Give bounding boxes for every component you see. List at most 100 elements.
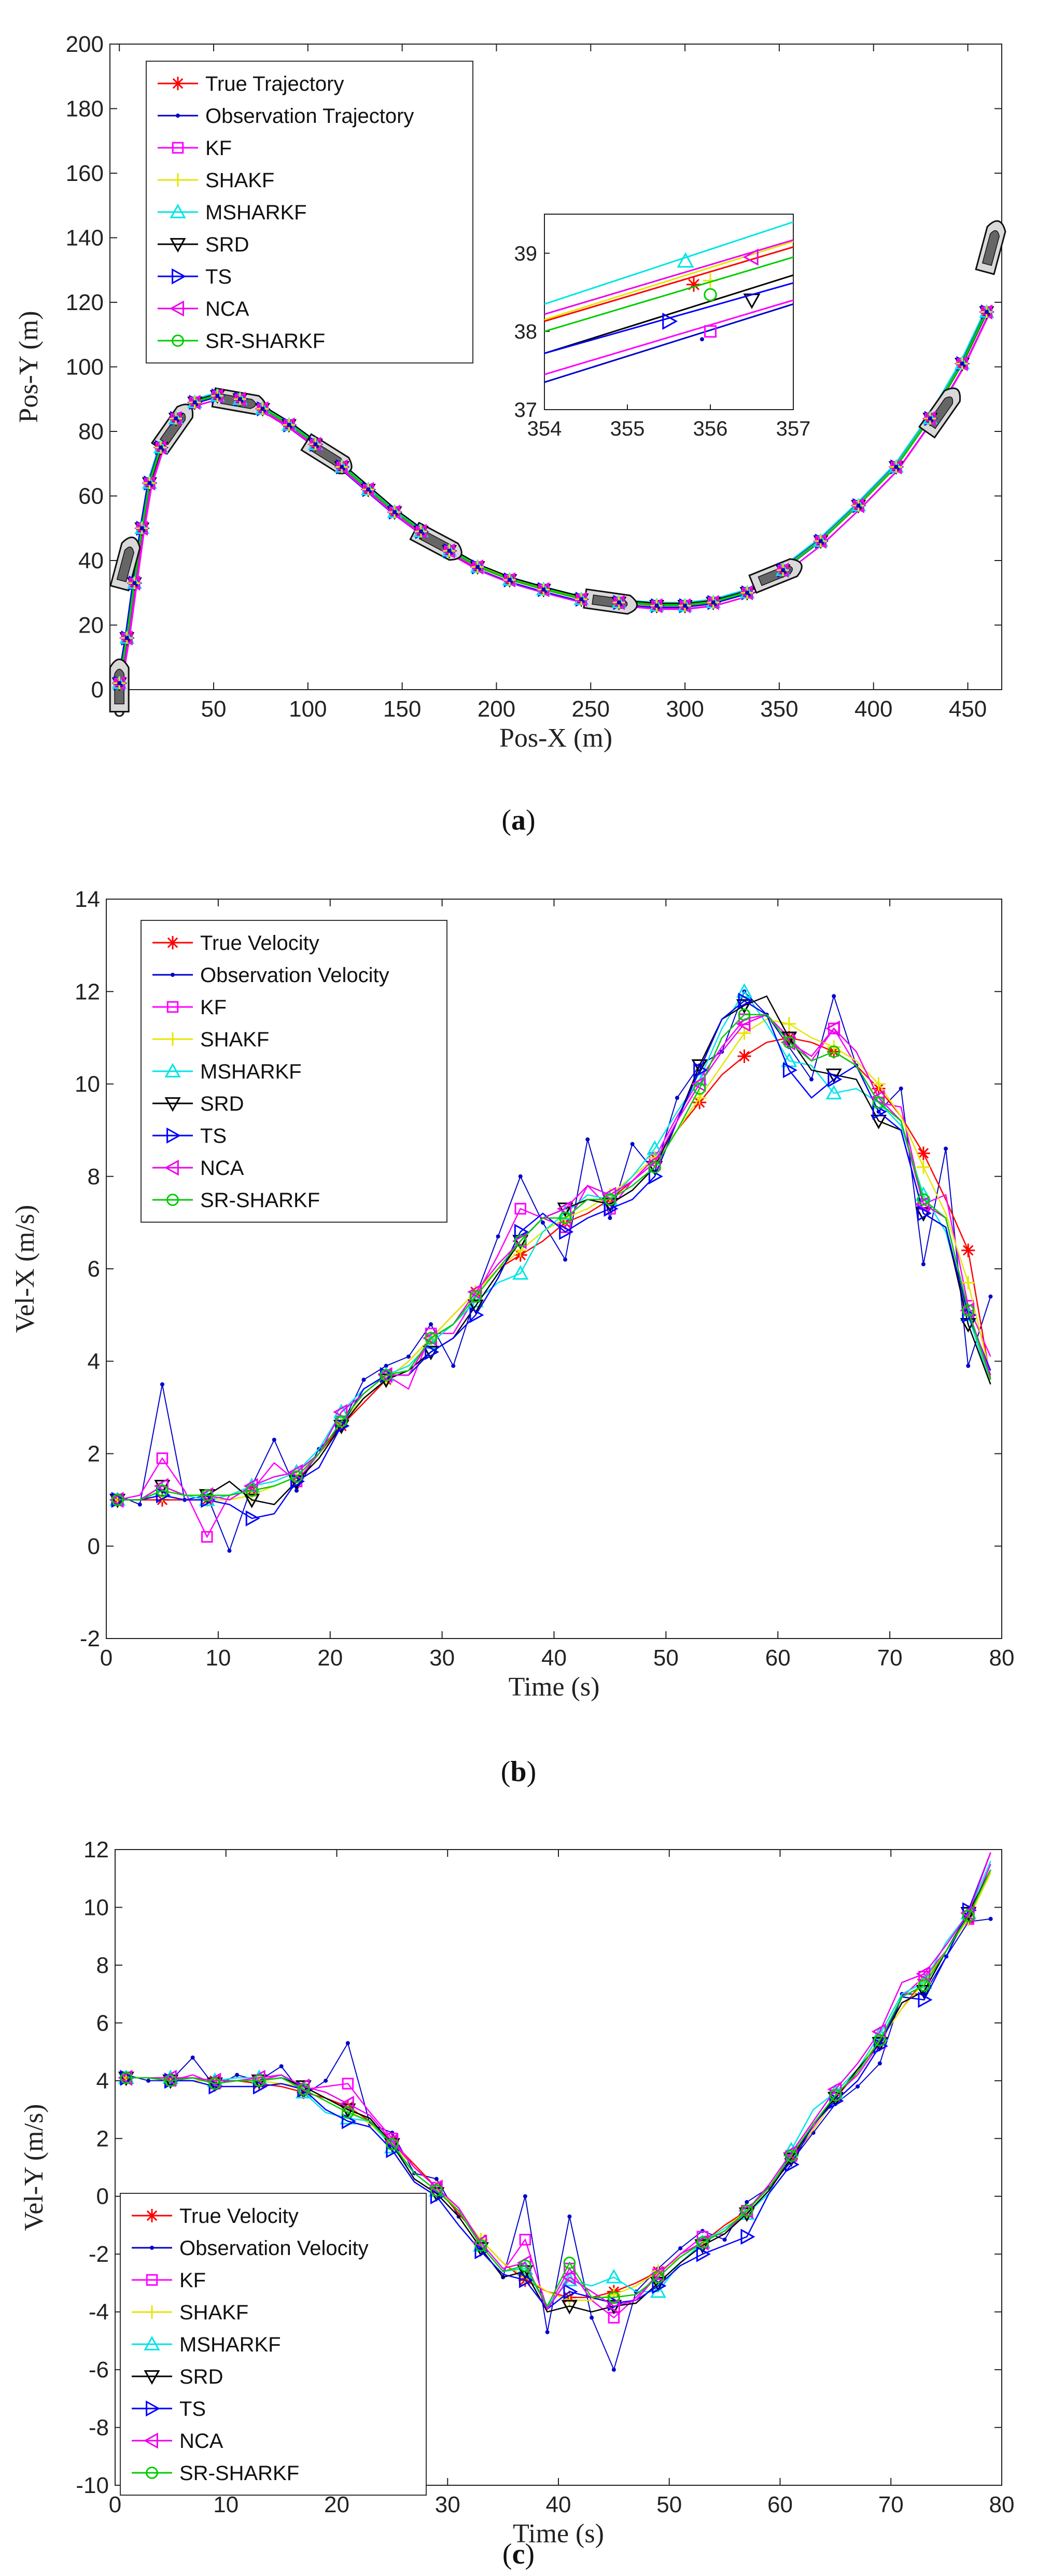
x-tick-label-2-3: 30 xyxy=(435,2492,460,2517)
series-line-2-7 xyxy=(126,1852,991,2311)
data-point-1-1-32 xyxy=(832,994,836,999)
trajectory-point-9 xyxy=(232,391,248,407)
data-point-1-6-2 xyxy=(156,1487,171,1504)
trajectory-point-19 xyxy=(501,572,517,588)
legend-marker-2-1 xyxy=(150,2246,154,2250)
figure-caption-2: (c) xyxy=(502,2538,535,2570)
inset-x-tick-label-3: 357 xyxy=(776,417,811,440)
legend-marker-0-7 xyxy=(169,300,184,317)
x-tick-label-2-6: 60 xyxy=(767,2492,793,2517)
y-tick-label-1-7: 12 xyxy=(75,979,100,1004)
series-line-1-6 xyxy=(117,1000,991,1519)
data-point-1-6-36 xyxy=(917,1205,932,1222)
data-point-2-6-20 xyxy=(563,2284,578,2300)
legend-entry-0-7: NCA xyxy=(205,298,249,320)
data-point-1-1-38 xyxy=(966,1364,971,1368)
legend-entry-0-2: KF xyxy=(205,137,232,160)
data-point-2-1-25 xyxy=(678,2246,683,2251)
data-point-1-1-25 xyxy=(675,1096,679,1100)
data-point-1-6-10 xyxy=(335,1418,350,1434)
legend-entry-0-4: MSHARKF xyxy=(205,201,307,224)
data-point-2-8-6 xyxy=(253,2074,265,2087)
data-point-2-1-21 xyxy=(590,2315,594,2320)
data-point-1-0-38 xyxy=(961,1243,975,1257)
trajectory-point-32 xyxy=(954,356,970,372)
series-line-1-7 xyxy=(117,1014,991,1501)
data-point-2-2-10 xyxy=(342,2078,354,2090)
trajectory-point-11 xyxy=(281,417,297,433)
y-tick-label-1-3: 4 xyxy=(88,1349,100,1374)
data-point-1-6-8 xyxy=(290,1473,305,1490)
data-point-1-1-22 xyxy=(608,1215,612,1220)
series-line-2-6 xyxy=(126,1852,991,2310)
trajectory-point-5 xyxy=(153,440,169,456)
legend-marker-1-1 xyxy=(171,973,175,977)
y-tick-label-1-5: 8 xyxy=(88,1164,100,1189)
inset-line-8 xyxy=(544,256,794,332)
inset-y-tick-label-1: 38 xyxy=(514,320,538,343)
legend-marker-1-0 xyxy=(166,936,179,949)
legend-entry-1-8: SR-SHARKF xyxy=(200,1189,320,1212)
x-tick-label-0-8: 400 xyxy=(854,696,892,722)
inset-y-tick-label-0: 37 xyxy=(514,399,538,422)
legend-marker-0-8 xyxy=(172,334,184,347)
y-tick-label-1-0: -2 xyxy=(80,1626,100,1651)
trajectory-point-7 xyxy=(187,394,203,411)
legend-marker-0-3 xyxy=(171,173,185,187)
legend-marker-1-7 xyxy=(164,1159,179,1176)
data-point-1-8-36 xyxy=(917,1193,930,1206)
y-axis-label-1: Vel-X (m/s) xyxy=(10,1205,40,1333)
x-tick-label-2-8: 80 xyxy=(989,2492,1015,2517)
data-point-2-1-19 xyxy=(545,2330,550,2334)
y-tick-label-2-5: 0 xyxy=(96,2184,109,2209)
data-point-1-1-31 xyxy=(809,1077,814,1082)
inset-line-0 xyxy=(544,246,794,323)
x-tick-label-0-7: 350 xyxy=(760,696,798,722)
data-point-1-8-34 xyxy=(872,1096,885,1109)
data-point-1-6-32 xyxy=(828,1071,843,1088)
data-point-2-1-22 xyxy=(611,2368,616,2372)
legend-entry-1-4: MSHARKF xyxy=(200,1060,302,1083)
data-point-1-7-32 xyxy=(825,1020,840,1037)
y-tick-label-1-6: 10 xyxy=(75,1072,100,1097)
data-point-1-3-38 xyxy=(961,1276,975,1290)
inset-line-2 xyxy=(544,299,794,375)
legend-0: True Trajectory Observation Trajectory KF S… xyxy=(146,61,473,363)
trajectory-point-33 xyxy=(978,304,994,320)
data-point-1-8-8 xyxy=(290,1471,303,1483)
legend-marker-0-1 xyxy=(176,114,180,118)
data-point-2-5-22 xyxy=(606,2300,622,2315)
data-point-1-7-6 xyxy=(243,1478,258,1494)
data-point-1-8-32 xyxy=(828,1045,840,1058)
data-point-1-1-15 xyxy=(451,1364,456,1368)
legend-marker-2-4 xyxy=(144,2335,160,2350)
legend-entry-1-2: KF xyxy=(200,996,227,1019)
trajectory-point-8 xyxy=(209,388,226,404)
data-point-1-2-4 xyxy=(201,1531,213,1543)
trajectory-point-3 xyxy=(134,520,150,536)
legend-marker-1-3 xyxy=(166,1032,179,1046)
x-tick-label-0-6: 300 xyxy=(666,696,704,722)
series-1-8 xyxy=(111,1008,991,1506)
legend-marker-1-8 xyxy=(166,1194,179,1206)
data-point-2-1-14 xyxy=(434,2177,439,2181)
data-point-1-1-39 xyxy=(988,1294,993,1299)
data-point-1-1-2 xyxy=(160,1382,164,1387)
trajectory-point-18 xyxy=(470,559,486,575)
legend-marker-2-8 xyxy=(146,2467,158,2479)
legend-entry-2-0: True Velocity xyxy=(179,2205,299,2228)
inset-x-tick-label-2: 356 xyxy=(693,417,728,440)
trajectory-point-15 xyxy=(387,504,403,520)
data-point-1-7-24 xyxy=(646,1154,661,1171)
legend-marker-1-2 xyxy=(166,1001,179,1013)
y-tick-label-0-8: 160 xyxy=(66,161,104,186)
data-point-1-1-7 xyxy=(272,1437,276,1442)
data-point-2-7-20 xyxy=(561,2269,576,2286)
series-line-1-8 xyxy=(117,1014,991,1501)
inset-marker-2 xyxy=(704,325,717,338)
legend-marker-0-5 xyxy=(170,238,186,253)
data-point-1-8-12 xyxy=(380,1369,393,1381)
data-point-1-8-26 xyxy=(693,1082,706,1095)
x-tick-label-1-4: 40 xyxy=(541,1645,567,1671)
data-point-1-1-11 xyxy=(361,1377,366,1382)
